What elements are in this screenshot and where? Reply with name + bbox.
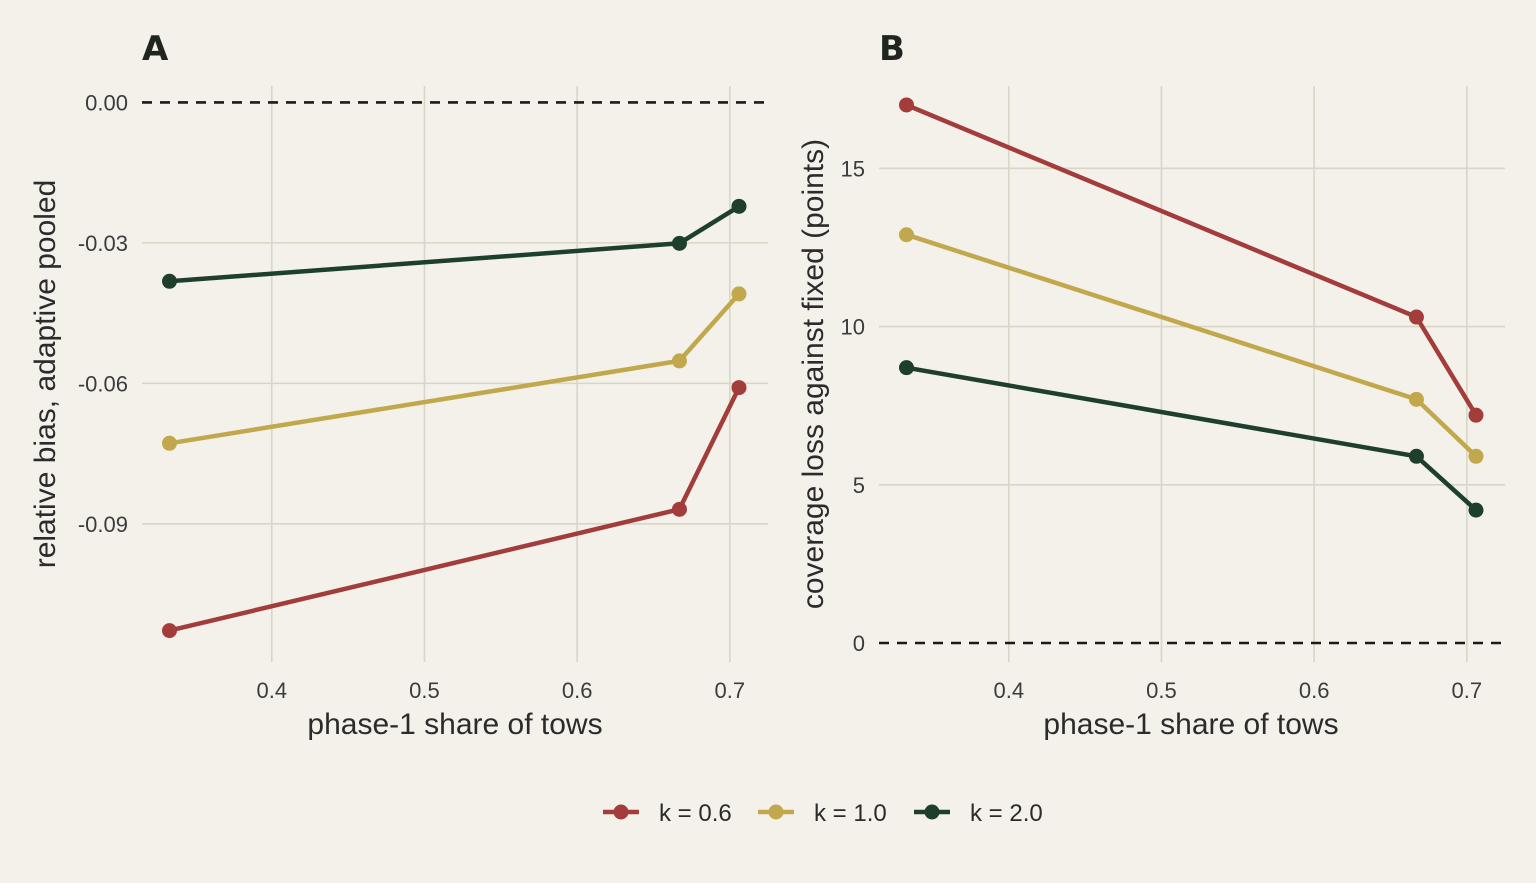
panel-b-series-2-point [1408, 391, 1424, 407]
panel-a-series-2-point [731, 286, 747, 302]
panel-b-series-1-point [1408, 309, 1424, 325]
panel-b-y-tick-label: 0 [853, 631, 865, 656]
panel-b-y-tick-label: 10 [841, 315, 865, 340]
panel-b-series [898, 97, 1484, 518]
panel-b-y-ticks: 0 5 10 15 [841, 156, 865, 656]
panel-a-x-tick-label: 0.6 [562, 678, 593, 703]
panel-a-series-3-point [731, 198, 747, 214]
legend-key-point [768, 804, 784, 820]
panel-b-series-1-point [898, 97, 914, 113]
panel-b-series-1-point [1468, 407, 1484, 423]
panel-a-y-tick-label: -0.09 [78, 512, 128, 537]
panel-a: A 0.4 0.5 0.6 0.7 0.00 -0.03 -0.06 -0.09 phase… [29, 29, 768, 741]
panel-b-y-tick-label: 5 [853, 473, 865, 498]
panel-a-tag: A [142, 29, 169, 69]
panel-b-x-tick-label: 0.6 [1299, 678, 1330, 703]
panel-b-x-tick-label: 0.4 [993, 678, 1024, 703]
panel-a-series-1-point [731, 380, 747, 396]
legend-label: k = 1.0 [814, 800, 887, 827]
legend-key-point [613, 804, 629, 820]
panel-a-x-axis-title: phase-1 share of tows [307, 708, 602, 741]
legend-label: k = 0.6 [659, 800, 732, 827]
panel-b-tag: B [879, 29, 905, 69]
panel-a-x-tick-label: 0.7 [715, 678, 746, 703]
panel-a-x-tick-label: 0.4 [256, 678, 287, 703]
panel-b-y-tick-label: 15 [841, 156, 865, 181]
panel-a-series-2-point [161, 435, 177, 451]
panel-a-y-tick-label: -0.03 [78, 231, 128, 256]
panel-b-x-tick-label: 0.5 [1146, 678, 1177, 703]
panel-a-series-1-point [671, 501, 687, 517]
panel-a-y-tick-label: -0.06 [78, 371, 128, 396]
panel-b-series-3-point [1468, 502, 1484, 518]
panel-b-x-tick-label: 0.7 [1452, 678, 1483, 703]
panel-b-x-axis-title: phase-1 share of tows [1043, 708, 1338, 741]
panel-b-x-ticks: 0.4 0.5 0.6 0.7 [993, 678, 1482, 703]
panel-b-series-2-point [898, 227, 914, 243]
legend: k = 0.6 k = 1.0 k = 2.0 [603, 800, 1043, 827]
panel-a-series-3-point [161, 273, 177, 289]
legend-key-point [924, 804, 940, 820]
panel-a-y-tick-label: 0.00 [85, 90, 128, 115]
panel-b-series-2-point [1468, 448, 1484, 464]
panel-b-series-3-point [1408, 448, 1424, 464]
panel-b-y-axis-title: coverage loss against fixed (points) [797, 139, 830, 609]
panel-a-series-1-point [161, 623, 177, 639]
panel-b: B 0.4 0.5 0.6 0.7 0 5 10 15 phase-1 share of t… [797, 29, 1505, 741]
panel-a-series-3-point [671, 235, 687, 251]
panel-a-grid [142, 86, 768, 662]
legend-label: k = 2.0 [970, 800, 1043, 827]
panel-a-x-ticks: 0.4 0.5 0.6 0.7 [256, 678, 745, 703]
panel-a-y-ticks: 0.00 -0.03 -0.06 -0.09 [78, 90, 128, 536]
panel-a-series [161, 198, 747, 639]
panel-a-y-axis-title: relative bias, adaptive pooled [29, 180, 62, 569]
panel-b-series-3-point [898, 360, 914, 376]
panel-a-series-2-point [671, 353, 687, 369]
panel-a-x-tick-label: 0.5 [409, 678, 440, 703]
